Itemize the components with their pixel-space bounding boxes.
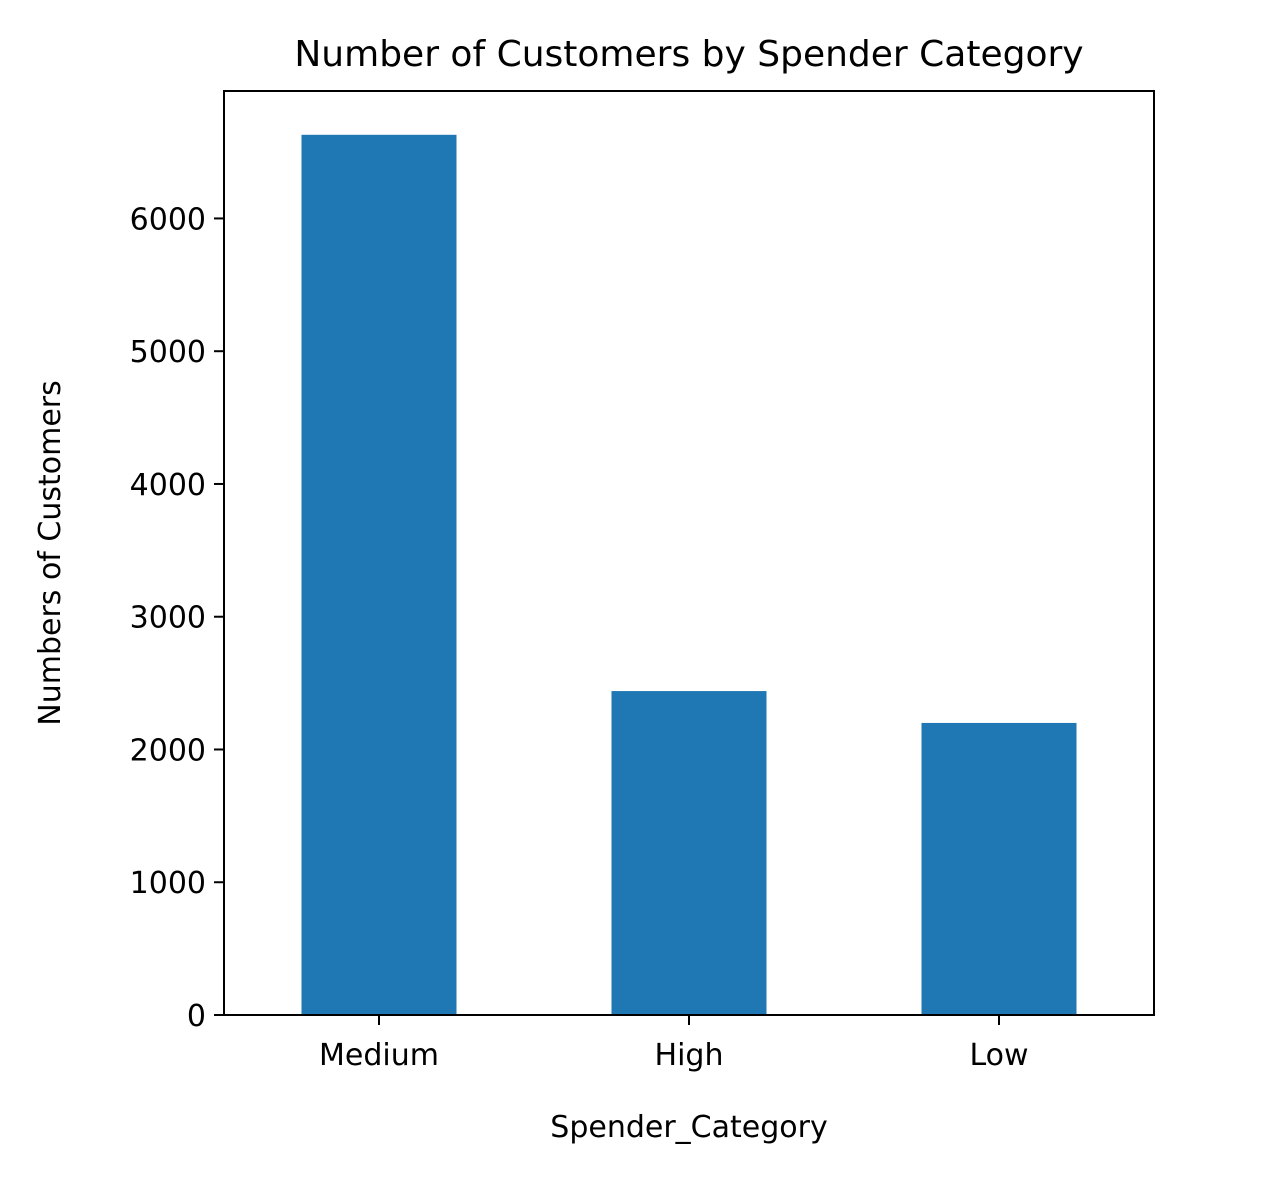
chart-title: Number of Customers by Spender Category <box>294 34 1083 75</box>
x-tick-label: Low <box>969 1038 1028 1073</box>
bar-high <box>611 691 767 1015</box>
bar-low <box>921 722 1077 1015</box>
bars-group <box>301 134 1077 1015</box>
y-axis-label: Numbers of Customers <box>33 380 68 725</box>
y-axis-ticks: 0 1000 2000 3000 4000 5000 6000 <box>130 202 224 1034</box>
y-tick-label: 2000 <box>130 733 206 768</box>
x-axis-label: Spender_Category <box>550 1110 827 1145</box>
bar-medium <box>301 134 457 1015</box>
y-tick-label: 5000 <box>130 335 206 370</box>
x-axis-ticks: Medium High Low <box>319 1015 1029 1073</box>
plot-frame <box>223 90 1155 1016</box>
x-tick-label: High <box>655 1038 724 1073</box>
y-tick-label: 0 <box>187 999 206 1034</box>
y-tick-label: 3000 <box>130 601 206 636</box>
y-tick-label: 4000 <box>130 468 206 503</box>
y-tick-label: 6000 <box>130 202 206 237</box>
x-tick-label: Medium <box>319 1038 439 1073</box>
y-tick-label: 1000 <box>130 866 206 901</box>
